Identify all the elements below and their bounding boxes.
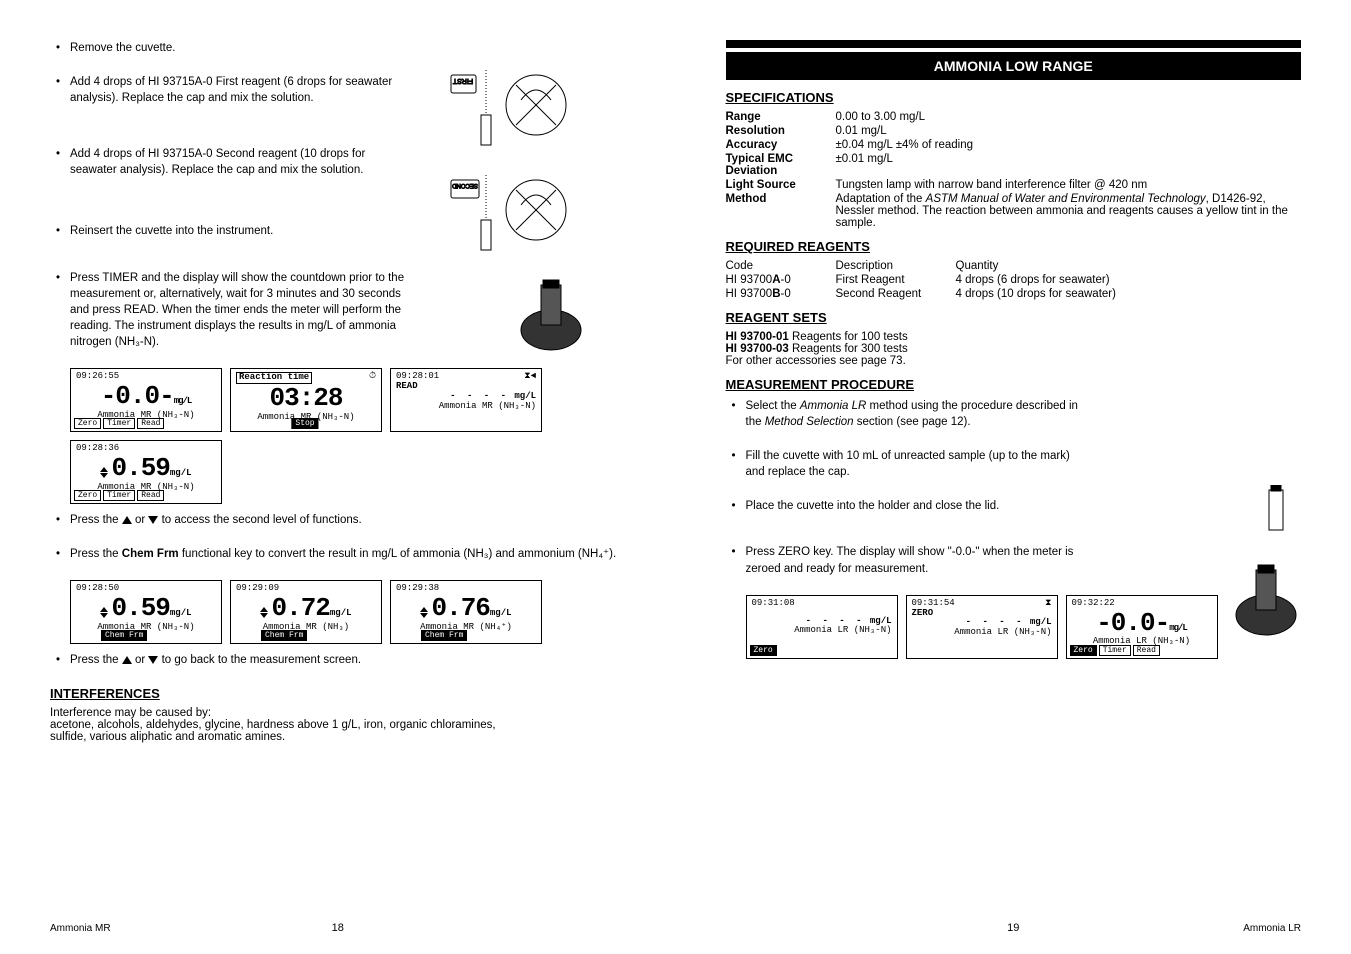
left-page: Remove the cuvette. Add 4 drops of HI 93… xyxy=(0,0,676,954)
step-second-reagent: Add 4 drops of HI 93715A-0 Second reagen… xyxy=(50,146,407,178)
page-number-right: 19 xyxy=(1007,922,1019,934)
cuvette-icon xyxy=(1261,485,1291,535)
display-r2: 09:31:54⧗ ZERO - - - - mg/L Ammonia LR (… xyxy=(906,595,1058,659)
svg-text:FIRST: FIRST xyxy=(452,77,473,84)
reagent-row-2: HI 93700B-0Second Reagent4 drops (10 dro… xyxy=(726,288,1302,300)
proc-step-3: Place the cuvette into the holder and cl… xyxy=(726,498,1083,514)
display-read: 09:28:01⧗◄ READ - - - - mg/L Ammonia MR … xyxy=(390,368,542,432)
svg-text:SECOND: SECOND xyxy=(451,182,477,188)
arrow-step-2: Press the or to go back to the measureme… xyxy=(50,652,626,668)
instrument-icon xyxy=(516,275,586,355)
interferences-intro: Interference may be caused by: xyxy=(50,707,626,719)
chem-frm-step: Press the Chem Frm functional key to con… xyxy=(50,546,626,562)
spec-header: SPECIFICATIONS xyxy=(726,90,1302,105)
footer-left-label: Ammonia MR xyxy=(50,923,111,934)
proc-step-2: Fill the cuvette with 10 mL of unreacted… xyxy=(726,448,1083,480)
dropper-second-icon: SECOND xyxy=(446,175,576,265)
reagent-cols: CodeDescriptionQuantity xyxy=(726,260,1302,272)
interferences-header: INTERFERENCES xyxy=(50,686,626,701)
display-result: 09:28:36 0.59mg/L Ammonia MR (NH₃-N) Zer… xyxy=(70,440,222,504)
reagent-row-1: HI 93700A-0First Reagent4 drops (6 drops… xyxy=(726,274,1302,286)
set-1: HI 93700-01 Reagents for 100 tests xyxy=(726,331,1302,343)
reagents-header: REQUIRED REAGENTS xyxy=(726,239,1302,254)
dropper-first-icon: FIRST xyxy=(446,70,576,160)
method-text: Adaptation of the ASTM Manual of Water a… xyxy=(836,193,1302,229)
step-reinsert: Reinsert the cuvette into the instrument… xyxy=(50,223,407,239)
display-row-right: 09:31:08 - - - - mg/L Ammonia LR (NH₃-N)… xyxy=(746,595,1302,659)
display-row-1: 09:26:55 -0.0-mg/L Ammonia MR (NH₃-N) Ze… xyxy=(70,368,626,432)
procedure-list: Remove the cuvette. Add 4 drops of HI 93… xyxy=(50,40,407,350)
interferences-text: acetone, alcohols, aldehydes, glycine, h… xyxy=(50,719,510,743)
proc-header: MEASUREMENT PROCEDURE xyxy=(726,377,1302,392)
display-row-3: 09:28:50 0.59mg/L Ammonia MR (NH₃-N) Che… xyxy=(70,580,626,644)
display-r1: 09:31:08 - - - - mg/L Ammonia LR (NH₃-N)… xyxy=(746,595,898,659)
arrow-step-1: Press the or to access the second level … xyxy=(50,512,626,528)
proc-step-4: Press ZERO key. The display will show "-… xyxy=(726,544,1083,576)
step-timer: Press TIMER and the display will show th… xyxy=(50,270,407,350)
display-chem3: 09:29:38 0.76mg/L Ammonia MR (NH₄⁺) Chem… xyxy=(390,580,542,644)
step-remove: Remove the cuvette. xyxy=(50,40,407,56)
display-chem1: 09:28:50 0.59mg/L Ammonia MR (NH₃-N) Che… xyxy=(70,580,222,644)
title-bar: AMMONIA LOW RANGE xyxy=(726,52,1302,80)
display-reaction: Reaction time ⏱ 03:28 Ammonia MR (NH₃-N)… xyxy=(230,368,382,432)
right-page: AMMONIA LOW RANGE SPECIFICATIONS Range0.… xyxy=(676,0,1351,954)
proc-step-1: Select the Ammonia LR method using the p… xyxy=(726,398,1083,430)
step-first-reagent: Add 4 drops of HI 93715A-0 First reagent… xyxy=(50,74,407,106)
set-2: HI 93700-03 Reagents for 300 tests xyxy=(726,343,1302,355)
display-zero: 09:26:55 -0.0-mg/L Ammonia MR (NH₃-N) Ze… xyxy=(70,368,222,432)
footer-right-label: Ammonia LR xyxy=(1243,923,1301,934)
page-number-left: 18 xyxy=(332,922,344,934)
display-chem2: 09:29:09 0.72mg/L Ammonia MR (NH₃) Chem … xyxy=(230,580,382,644)
holder-icon xyxy=(1231,560,1301,640)
sets-header: REAGENT SETS xyxy=(726,310,1302,325)
display-r3: 09:32:22 -0.0-mg/L Ammonia LR (NH₃-N) Ze… xyxy=(1066,595,1218,659)
set-note: For other accessories see page 73. xyxy=(726,355,1302,367)
